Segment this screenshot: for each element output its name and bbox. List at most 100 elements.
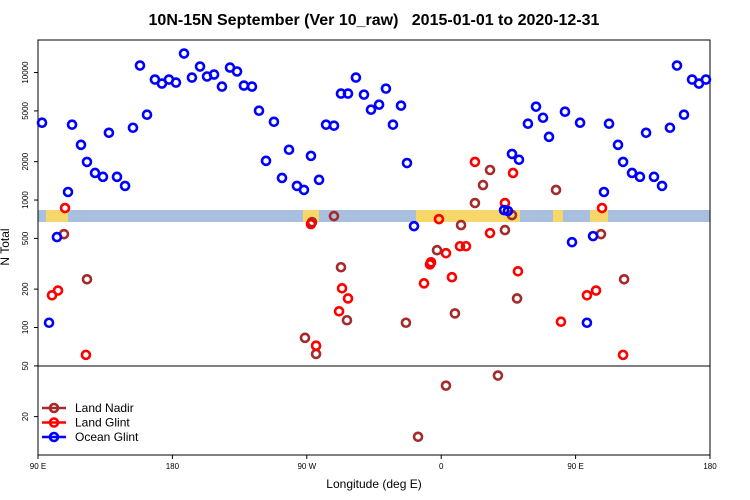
x-axis-label: Longitude (deg E) (326, 477, 421, 491)
point (305, 150, 317, 162)
point (246, 81, 258, 92)
y-tick-label: 1000 (21, 191, 30, 209)
point (268, 116, 280, 128)
point (400, 317, 412, 329)
x-tick-label: 180 (703, 462, 717, 471)
point (395, 100, 407, 111)
point (664, 122, 676, 134)
point (555, 316, 567, 328)
point (231, 66, 243, 77)
point (454, 240, 466, 252)
point (603, 118, 615, 129)
point (512, 266, 524, 277)
point (253, 105, 265, 116)
point (305, 218, 317, 230)
point (484, 227, 496, 239)
x-tick-label: 180 (166, 462, 180, 471)
point (418, 278, 430, 289)
point (328, 120, 340, 131)
x-tick-label: 90 E (567, 462, 583, 471)
point (134, 60, 146, 71)
point (502, 205, 514, 217)
point (499, 224, 511, 236)
point (358, 89, 370, 100)
point (550, 184, 562, 196)
band (38, 210, 710, 222)
point (640, 127, 652, 139)
point (333, 306, 345, 317)
point (328, 210, 340, 222)
point (336, 283, 348, 294)
point (51, 231, 63, 243)
point (412, 431, 424, 443)
point (80, 349, 92, 361)
point (127, 122, 139, 134)
legend-label: Land Glint (75, 416, 130, 430)
point (276, 172, 288, 184)
point (401, 157, 413, 169)
point (446, 271, 458, 283)
point (574, 117, 586, 129)
legend-label: Ocean Glint (75, 430, 139, 444)
point (178, 48, 190, 59)
point (52, 285, 64, 296)
point (350, 72, 362, 83)
point (566, 236, 578, 248)
point (119, 180, 131, 192)
point (700, 74, 712, 85)
y-tick-label: 5000 (21, 101, 30, 119)
point (581, 317, 593, 329)
point (216, 81, 228, 92)
point (626, 167, 638, 179)
point (507, 167, 519, 179)
point (530, 101, 542, 112)
point (460, 240, 472, 252)
point (612, 139, 624, 151)
point (543, 131, 555, 143)
y-tick-label: 20 (21, 412, 30, 421)
y-tick-label: 500 (21, 231, 30, 245)
plot-frame (37, 39, 711, 456)
point (66, 119, 78, 130)
point (469, 156, 481, 168)
surface-band (38, 210, 710, 222)
point (36, 117, 48, 129)
legend-marker (48, 402, 60, 414)
x-tick-label: 90 E (30, 462, 46, 471)
band-patch (46, 210, 68, 222)
point (170, 77, 182, 88)
chart-title: 10N-15N September (Ver 10_raw) 2015-01-0… (149, 12, 600, 29)
y-tick-label: 200 (21, 282, 30, 296)
point (260, 155, 272, 167)
point (617, 156, 629, 168)
point (310, 348, 322, 360)
point (678, 109, 690, 121)
point (469, 197, 481, 209)
point (408, 220, 420, 232)
point (186, 72, 198, 83)
x-tick-label: 0 (439, 462, 444, 471)
y-tick-label: 50 (21, 361, 30, 370)
point (335, 261, 347, 273)
point (477, 179, 489, 191)
legend-marker (48, 431, 60, 443)
point (559, 106, 571, 118)
point (341, 314, 353, 326)
point (449, 308, 461, 319)
point (365, 104, 377, 116)
point (648, 171, 660, 183)
point (97, 171, 109, 183)
point (81, 156, 93, 168)
point (75, 139, 87, 151)
point (342, 88, 354, 99)
point (433, 213, 445, 225)
point (342, 293, 354, 304)
point (310, 340, 322, 352)
point (440, 380, 452, 391)
point (492, 370, 504, 381)
y-tick-label: 100 (21, 320, 30, 334)
point (431, 244, 443, 256)
point (283, 144, 295, 156)
x-tick-label: 90 W (297, 462, 316, 471)
band-patch (553, 210, 563, 222)
